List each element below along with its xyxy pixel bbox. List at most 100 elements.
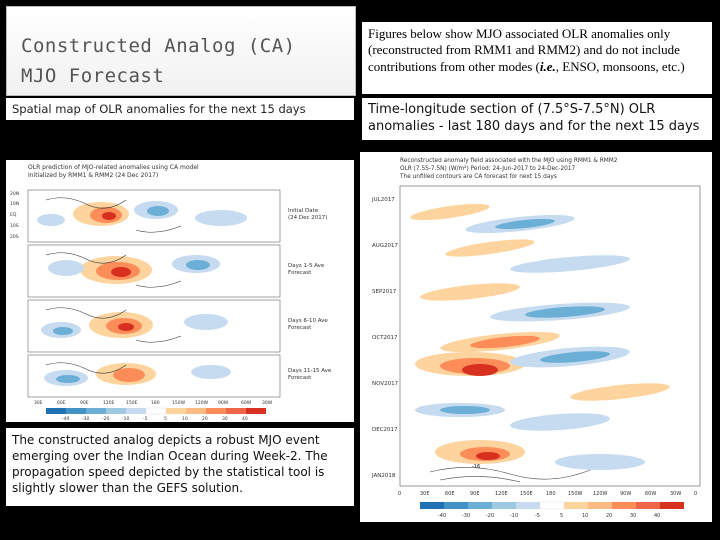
colorbar-tick: 10: [582, 513, 588, 519]
slide-title: Constructed Analog (CA) MJO Forecast: [21, 31, 296, 91]
lon-labels: 30E 60E 90E 120E 150E 180 150W 120W 90W …: [34, 400, 273, 406]
contour-label: -16: [472, 464, 480, 470]
colorbar-tick: -40: [438, 513, 446, 519]
lon-tick: 90E: [470, 491, 480, 497]
panel-3-label-2: Forecast: [288, 325, 312, 331]
right-lon-labels: 0 30E 60E 90E 120E 150E 180 150W 120W 90…: [398, 491, 697, 497]
right-subtitle: Time-longitude section of (7.5°S-7.5°N) …: [368, 102, 700, 134]
month-tick: AUG2017: [372, 243, 399, 249]
colorbar-tick: -5: [143, 416, 148, 422]
anomaly-blob: [48, 260, 84, 276]
panel-2-label-2: Forecast: [288, 270, 312, 276]
lat-tick: 20S: [10, 234, 19, 240]
anomaly-blob: [118, 323, 134, 331]
month-tick: SEP2017: [372, 289, 397, 295]
map-panel-2: [27, 244, 281, 298]
panel-4-label-1: Days 11-15 Ave: [288, 368, 332, 374]
hovmoller-figure: Reconstructed anomaly field associated w…: [360, 152, 712, 522]
anomaly-blob: [56, 375, 80, 383]
right-header-line-3: The unfilled contours are CA forecast fo…: [399, 174, 557, 180]
panel-4-label-2: Forecast: [288, 375, 312, 381]
description-part-1: Figures below show MJO associated OLR an…: [368, 26, 680, 74]
panel-2-label-1: Days 1-5 Ave: [288, 263, 325, 269]
month-tick: JUL2017: [371, 197, 395, 203]
lon-tick: 180: [151, 400, 160, 406]
lon-tick: 0: [694, 491, 697, 497]
anomaly-blob: [37, 214, 65, 226]
lon-tick: 60W: [645, 491, 656, 497]
left-header-line-2: Initialized by RMM1 & RMM2 (24 Dec 2017): [28, 172, 158, 179]
lon-tick: 60W: [241, 400, 252, 406]
title-line-2: MJO Forecast: [21, 65, 165, 87]
colorbar-tick: 40: [654, 513, 660, 519]
right-subtitle-box: Time-longitude section of (7.5°S-7.5°N) …: [362, 98, 712, 140]
lon-tick: 90W: [620, 491, 631, 497]
lon-tick: 30W: [262, 400, 273, 406]
coastline: [45, 307, 182, 343]
right-header-line-1: Reconstructed anomaly field associated w…: [400, 158, 618, 164]
lon-tick: 180: [546, 491, 556, 497]
conclusion-text: The constructed analog depicts a robust …: [12, 433, 328, 495]
colorbar-tick: -10: [510, 513, 518, 519]
anomaly-blob: [195, 210, 247, 226]
anomaly-blob: [191, 365, 231, 379]
lon-tick: 0: [398, 491, 401, 497]
lon-tick: 90W: [218, 400, 229, 406]
hovmoller-svg: Reconstructed anomaly field associated w…: [371, 158, 701, 519]
coastline: [45, 362, 127, 374]
colorbar-tick: 10: [182, 416, 188, 422]
month-labels: JUL2017 AUG2017 SEP2017 OCT2017 NOV2017 …: [371, 197, 399, 479]
left-subtitle: Spatial map of OLR anomalies for the nex…: [12, 102, 306, 116]
anomaly-blob: [147, 206, 169, 216]
lon-tick: 150E: [520, 491, 533, 497]
lon-tick: 120E: [495, 491, 508, 497]
description-part-2: , ENSO, monsoons, etc.): [555, 58, 685, 74]
lon-tick: 120W: [195, 400, 209, 406]
lon-tick: 30E: [34, 400, 43, 406]
colorbar-tick: -10: [122, 416, 129, 422]
panel-1-label-1: Initial Date: [288, 208, 319, 214]
colorbar-tick: 20: [202, 416, 208, 422]
colorbar-tick: 30: [222, 416, 228, 422]
colorbar-tick: -30: [82, 416, 89, 422]
conclusion-box: The constructed analog depicts a robust …: [6, 428, 354, 506]
anomaly-blob: [111, 267, 131, 277]
anomaly-blob: [102, 212, 116, 220]
left-colorbar-ticks: -40 -30 -20 -10 -5 5 10 20 30 40: [62, 416, 248, 422]
lon-tick: 60E: [445, 491, 455, 497]
month-tick: JAN2018: [371, 473, 396, 479]
anomaly-blob: [53, 327, 73, 335]
lat-tick: EQ: [10, 212, 17, 218]
anomaly-field: [410, 203, 670, 470]
lat-tick: 10N: [10, 201, 19, 207]
lat-tick: 20N: [10, 191, 19, 197]
spatial-map-svg: OLR prediction of MJO-related anomalies …: [10, 164, 332, 422]
description-ie: i.e.: [539, 58, 556, 74]
lat-tick: 10S: [10, 223, 19, 229]
lon-tick: 150W: [172, 400, 186, 406]
right-colorbar-ticks: -40 -30 -20 -10 -5 5 10 20 30 40: [438, 513, 660, 519]
description: Figures below show MJO associated OLR an…: [362, 22, 712, 79]
lon-tick: 60E: [57, 400, 66, 406]
month-tick: OCT2017: [372, 335, 398, 341]
map-panel-1: [27, 189, 281, 243]
lon-tick: 150E: [126, 400, 138, 406]
colorbar-tick: -20: [486, 513, 494, 519]
anomaly-blob: [113, 368, 145, 382]
spatial-map-figure: OLR prediction of MJO-related anomalies …: [6, 160, 354, 422]
right-colorbar: [420, 501, 684, 510]
left-colorbar: [46, 407, 266, 415]
colorbar-tick: 5: [164, 416, 167, 422]
lat-labels: 20N 10N EQ 10S 20S: [10, 191, 19, 240]
left-header-line-1: OLR prediction of MJO-related anomalies …: [28, 164, 199, 171]
colorbar-tick: 5: [560, 513, 563, 519]
anomaly-blob: [184, 314, 228, 330]
month-tick: DEC2017: [372, 427, 398, 433]
lon-tick: 30E: [420, 491, 430, 497]
left-subtitle-box: Spatial map of OLR anomalies for the nex…: [6, 98, 354, 120]
coastline: [45, 197, 182, 233]
month-tick: NOV2017: [372, 381, 399, 387]
coastline: [45, 252, 182, 288]
colorbar-tick: 30: [630, 513, 636, 519]
map-panel-3: [27, 299, 281, 353]
